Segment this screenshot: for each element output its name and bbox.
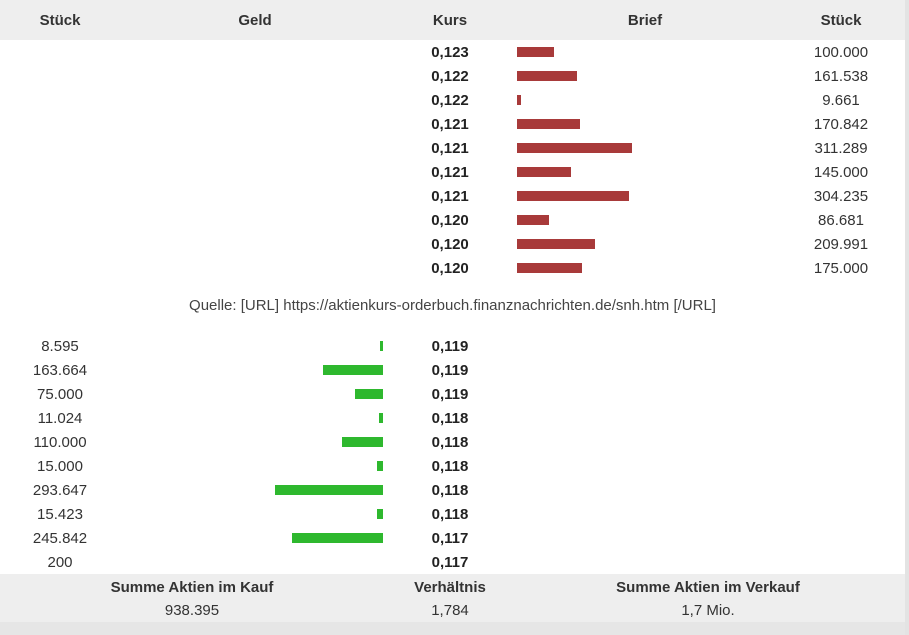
ask-volume-bar (517, 167, 571, 177)
bid-volume-bar (292, 533, 383, 543)
bid-quantity: 163.664 (32, 362, 88, 379)
sell-sum-value: 1,7 Mio. (681, 602, 735, 619)
ask-volume-bar (517, 119, 580, 129)
ask-price: 0,121 (431, 140, 469, 157)
bid-quantity: 200 (47, 554, 73, 571)
ask-quantity: 175.000 (813, 260, 869, 277)
ask-quantity: 100.000 (813, 44, 869, 61)
bid-volume-bar (275, 485, 383, 495)
ask-row: 0,121 311.289 (0, 136, 905, 160)
bid-quantity: 8.595 (41, 338, 79, 355)
ask-volume-bar (517, 71, 577, 81)
scrollbar-edge (905, 0, 909, 635)
column-header-bid-qty: Stück (39, 12, 81, 29)
bid-row: 293.647 0,118 (0, 478, 905, 502)
column-header-ask-qty: Stück (820, 12, 862, 29)
ask-price: 0,121 (431, 116, 469, 133)
ask-volume-bar (517, 239, 595, 249)
column-header-ask: Brief (627, 12, 663, 29)
ask-quantity: 161.538 (813, 68, 869, 85)
ask-price: 0,122 (431, 92, 469, 109)
bid-quantity: 293.647 (32, 482, 88, 499)
bid-volume-bar (380, 341, 383, 351)
ask-row: 0,120 209.991 (0, 232, 905, 256)
ask-row: 0,121 145.000 (0, 160, 905, 184)
bid-row: 8.595 0,119 (0, 334, 905, 358)
ask-quantity: 209.991 (813, 236, 869, 253)
bid-quantity: 11.024 (37, 410, 83, 427)
bid-volume-bar (379, 413, 383, 423)
ask-volume-bar (517, 191, 629, 201)
ask-row: 0,121 304.235 (0, 184, 905, 208)
ask-quantity: 311.289 (814, 140, 868, 157)
ask-quantity: 145.000 (813, 164, 869, 181)
bid-price: 0,118 (431, 434, 469, 451)
source-text: Quelle: [URL] https://aktienkurs-orderbu… (189, 297, 716, 314)
ask-quantity: 170.842 (813, 116, 869, 133)
ask-row: 0,123 100.000 (0, 40, 905, 64)
ask-quantity: 304.235 (813, 188, 869, 205)
bid-price: 0,117 (431, 554, 469, 571)
ask-volume-bar (517, 215, 549, 225)
bid-volume-bar (342, 437, 383, 447)
ask-row: 0,120 86.681 (0, 208, 905, 232)
bid-volume-bar (323, 365, 383, 375)
ask-price: 0,123 (431, 44, 469, 61)
bid-row: 163.664 0,119 (0, 358, 905, 382)
bid-price: 0,119 (431, 386, 469, 403)
bid-volume-bar (377, 509, 383, 519)
bid-row: 110.000 0,118 (0, 430, 905, 454)
bid-quantity: 75.000 (37, 386, 83, 403)
ask-row: 0,121 170.842 (0, 112, 905, 136)
bid-quantity: 15.000 (37, 458, 83, 475)
bid-price: 0,117 (431, 530, 469, 547)
bid-quantity: 15.423 (37, 506, 83, 523)
bid-quantity: 110.000 (33, 434, 87, 451)
bid-row: 245.842 0,117 (0, 526, 905, 550)
bid-price: 0,118 (431, 458, 469, 475)
bid-row: 15.423 0,118 (0, 502, 905, 526)
ask-quantity: 9.661 (822, 92, 860, 109)
ask-quantity: 86.681 (818, 212, 864, 229)
ask-price: 0,120 (431, 260, 469, 277)
ask-price: 0,121 (431, 188, 469, 205)
bid-row: 75.000 0,119 (0, 382, 905, 406)
buy-sum-title: Summe Aktien im Kauf (110, 579, 274, 596)
ask-volume-bar (517, 95, 521, 105)
bid-volume-bar (355, 389, 383, 399)
summary-footer: Summe Aktien im Kauf 938.395 Verhältnis … (0, 574, 905, 622)
ask-volume-bar (517, 47, 554, 57)
table-header: Stück Geld Kurs Brief Stück (0, 0, 905, 40)
bid-volume-bar (377, 461, 383, 471)
ask-volume-bar (517, 143, 632, 153)
ask-price: 0,120 (431, 212, 469, 229)
ask-price: 0,120 (431, 236, 469, 253)
ask-row: 0,120 175.000 (0, 256, 905, 280)
ask-volume-bar (517, 263, 582, 273)
bid-price: 0,118 (431, 410, 469, 427)
bid-price: 0,118 (431, 506, 469, 523)
bid-row: 11.024 0,118 (0, 406, 905, 430)
bid-quantity: 245.842 (32, 530, 88, 547)
ratio-value: 1,784 (431, 602, 469, 619)
bottom-strip (0, 622, 909, 635)
ask-price: 0,122 (431, 68, 469, 85)
sell-sum-title: Summe Aktien im Verkauf (616, 579, 800, 596)
bid-row: 200 0,117 (0, 550, 905, 574)
ask-row: 0,122 161.538 (0, 64, 905, 88)
column-header-price: Kurs (432, 12, 468, 29)
bid-price: 0,118 (431, 482, 469, 499)
ask-price: 0,121 (431, 164, 469, 181)
buy-sum-value: 938.395 (164, 602, 220, 619)
ratio-title: Verhältnis (414, 579, 486, 596)
bid-price: 0,119 (431, 338, 469, 355)
bid-row: 15.000 0,118 (0, 454, 905, 478)
bid-price: 0,119 (431, 362, 469, 379)
column-header-bid: Geld (238, 12, 272, 29)
ask-row: 0,122 9.661 (0, 88, 905, 112)
